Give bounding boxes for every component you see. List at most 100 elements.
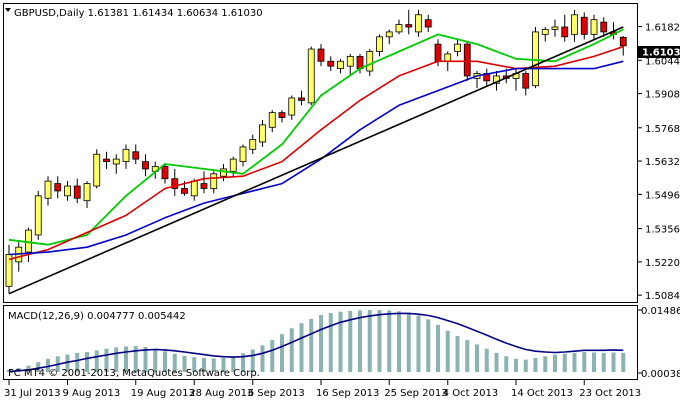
macd-bar (553, 354, 557, 372)
macd-bar (241, 353, 245, 372)
macd-bar (611, 352, 616, 372)
candle-bull (220, 168, 227, 177)
candle-bear (327, 60, 335, 67)
macd-bar (523, 359, 528, 372)
macd-bar (143, 346, 148, 372)
macd-bar (465, 340, 470, 372)
macd-bar (46, 358, 50, 372)
macd-bar (572, 352, 577, 372)
candle-bull (346, 55, 354, 67)
date-tick-label: 28 Aug 2013 (189, 388, 253, 399)
candle-bear (142, 161, 149, 170)
price-tick-label: 1.61820 (645, 23, 680, 34)
price-tick-label: 1.57680 (645, 124, 680, 135)
macd-bar (406, 312, 411, 372)
candle-bear (171, 178, 179, 189)
price-axis: 1.61820 1.60440 1.59080 1.57680 1.56320 1.549… (638, 23, 680, 302)
macd-bar (289, 328, 294, 372)
macd-bar (416, 315, 421, 372)
candle-bull (454, 43, 461, 52)
price-tick-label: 1.54960 (645, 190, 680, 201)
candle-bear (600, 21, 608, 33)
macd-header: MACD(12,26,9) 0.004777 0.005442 (8, 311, 186, 322)
macd-bar (124, 346, 128, 372)
macd-bar (280, 334, 284, 372)
price-tick-label: 1.52200 (645, 258, 680, 269)
candle-bull (532, 31, 539, 87)
macd-bar (299, 323, 304, 372)
macd-tick-label: 0.014866 (641, 306, 680, 317)
candle-bull (34, 195, 42, 236)
candle-bear (405, 24, 413, 28)
candle-bull (288, 97, 296, 116)
candles (5, 9, 627, 294)
macd-bar (153, 348, 158, 372)
macd-bar (484, 348, 489, 372)
price-tick-label: 1.60440 (645, 56, 680, 67)
candle-bear (580, 16, 588, 35)
macd-bar (250, 349, 255, 372)
macd-bar (104, 348, 109, 372)
price-tick-label: 1.56320 (645, 157, 680, 168)
macd-bar (319, 315, 323, 372)
macd-bar (445, 330, 450, 372)
candle-bull (229, 158, 237, 172)
macd-bar (85, 352, 89, 372)
candle-bear (200, 183, 208, 189)
macd-bar (494, 352, 499, 372)
candle-bull (83, 183, 91, 202)
candle-bear (424, 19, 432, 28)
macd-bar (562, 353, 567, 372)
macd-bar (621, 352, 626, 372)
candle-bull (268, 112, 276, 128)
candle-bear (463, 43, 471, 77)
candle-bull (376, 36, 383, 52)
candle-bear (181, 188, 188, 194)
macd-bar (387, 310, 392, 372)
candle-bull (385, 31, 393, 38)
date-tick-label: 19 Aug 2013 (131, 388, 195, 399)
date-tick-label: 6 Sep 2013 (248, 388, 305, 399)
macd-bar (192, 357, 197, 372)
macd-bar (348, 310, 353, 372)
candle-bear (103, 158, 110, 162)
candle-bull (5, 254, 13, 287)
macd-bar (397, 311, 401, 372)
candle-bull (122, 148, 130, 162)
candle-bull (190, 180, 198, 197)
price-tick-label: 1.59080 (645, 90, 680, 101)
candle-bear (54, 183, 62, 192)
candle-bull (571, 14, 578, 35)
candle-bear (561, 26, 569, 38)
macd-bar (260, 345, 265, 372)
macd-bar (94, 350, 99, 372)
candle-bear (619, 36, 627, 47)
candle-bull (93, 153, 101, 187)
macd-bar (309, 318, 314, 372)
candle-bull (551, 26, 559, 30)
date-tick-label: 16 Sep 2013 (316, 388, 379, 399)
current-price-marker (638, 46, 680, 58)
candle-bull (337, 60, 344, 70)
macd-bar (211, 358, 216, 372)
candle-bull (590, 19, 598, 35)
macd-bar (182, 355, 187, 372)
macd-bar (377, 310, 382, 372)
macd-bar (328, 312, 333, 372)
macd-bar (543, 356, 548, 372)
macd-bar (367, 310, 372, 372)
candle-bear (522, 73, 530, 89)
candle-bull (64, 185, 71, 197)
macd-bar (270, 340, 275, 372)
current-price-label: 1.61030 (642, 48, 680, 59)
macd-bar (75, 352, 80, 372)
collapse-arrow-icon[interactable] (5, 8, 11, 12)
macd-bar (455, 335, 460, 372)
indicator-lines (8, 26, 624, 295)
candle-bear (132, 151, 140, 160)
candle-bear (73, 185, 81, 199)
